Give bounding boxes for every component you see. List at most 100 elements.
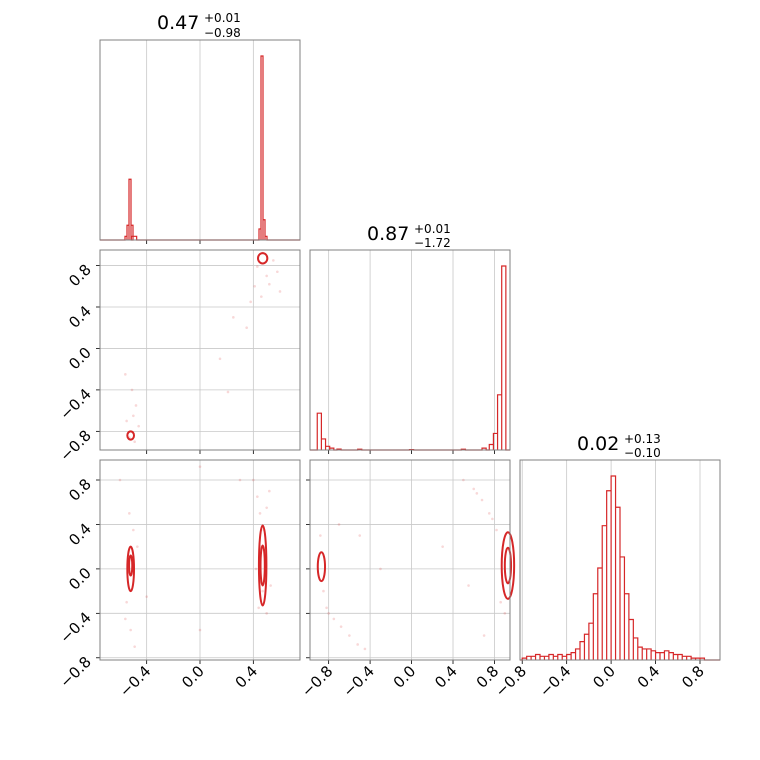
scatter-panel-p1-p2: −0.8 −0.4 0.0 0.4 0.8 bbox=[298, 459, 516, 701]
scatter-point bbox=[136, 545, 139, 548]
contour-level bbox=[257, 524, 268, 607]
scatter-point bbox=[475, 492, 479, 495]
scatter-point bbox=[133, 645, 136, 648]
x-tick-label: 0.4 bbox=[431, 662, 461, 692]
scatter-point bbox=[130, 388, 134, 392]
scatter-panel-p0-p1: −0.8−0.4 0.0 0.4 0.8 bbox=[56, 249, 301, 465]
scatter-point bbox=[124, 617, 127, 621]
contour-level bbox=[259, 544, 266, 587]
scatter-point bbox=[249, 300, 252, 304]
scatter-point bbox=[245, 326, 248, 330]
y-tick-label: 0.8 bbox=[65, 475, 95, 505]
title-p0-median: 0.47 bbox=[157, 12, 199, 34]
scatter-point bbox=[265, 612, 268, 615]
x-tick-label: 0.0 bbox=[589, 662, 619, 692]
scatter-point bbox=[125, 600, 128, 604]
scatter-point bbox=[503, 612, 507, 615]
scatter-point bbox=[332, 617, 336, 621]
scatter-point bbox=[260, 295, 263, 298]
scatter-point bbox=[134, 404, 138, 407]
panel-frame bbox=[309, 249, 511, 451]
scatter-point bbox=[276, 270, 279, 274]
scatter-point bbox=[128, 512, 131, 515]
scatter-point bbox=[467, 584, 470, 587]
contour-level bbox=[316, 551, 327, 583]
scatter-panel-p0-p2: −0.4 0.0 0.4 −0.8 −0.4 0.0 0.4 0.8 bbox=[56, 459, 301, 701]
contour-level bbox=[500, 531, 516, 600]
scatter-point bbox=[358, 534, 362, 537]
x-tick-label: 0.0 bbox=[178, 662, 208, 692]
scatter-point bbox=[257, 606, 260, 610]
scatter-point bbox=[339, 625, 343, 628]
scatter-point bbox=[253, 284, 256, 288]
scatter-point bbox=[256, 495, 259, 498]
scatter-point bbox=[265, 274, 268, 278]
scatter-point bbox=[268, 489, 271, 493]
y-tick-label: 0.0 bbox=[65, 344, 95, 374]
title-p0-plus: +0.01 bbox=[204, 11, 241, 25]
scatter-point bbox=[499, 600, 502, 604]
scatter-point bbox=[472, 487, 476, 491]
panel-frame bbox=[99, 249, 301, 451]
scatter-point bbox=[145, 595, 148, 598]
scatter-point bbox=[491, 517, 494, 521]
histogram-p1 bbox=[310, 265, 510, 451]
scatter-point bbox=[363, 647, 367, 651]
scatter-point bbox=[265, 506, 268, 510]
histogram-panel-p0 bbox=[99, 39, 301, 244]
scatter-point bbox=[252, 478, 255, 482]
scatter-point bbox=[322, 589, 325, 593]
scatter-point bbox=[325, 606, 328, 610]
y-tick-label: −0.8 bbox=[56, 426, 94, 464]
scatter-point bbox=[129, 628, 132, 632]
x-tick-label: −0.8 bbox=[298, 662, 336, 700]
x-tick-label: −0.4 bbox=[339, 662, 377, 700]
contour-level bbox=[126, 430, 136, 441]
scatter-point bbox=[261, 589, 264, 593]
contour-level bbox=[128, 554, 134, 577]
y-tick-label: 0.8 bbox=[65, 261, 95, 291]
scatter-point bbox=[348, 634, 351, 637]
panel-frame bbox=[519, 459, 721, 661]
histogram-panel-p1 bbox=[309, 249, 511, 454]
panel-frame bbox=[99, 459, 301, 661]
scatter-point bbox=[327, 612, 330, 615]
y-tick-label: 0.0 bbox=[65, 564, 95, 594]
scatter-point bbox=[272, 259, 275, 262]
scatter-point bbox=[238, 478, 242, 482]
scatter-point bbox=[480, 498, 484, 502]
scatter-point bbox=[125, 419, 128, 423]
histogram-panel-p2: −0.8 −0.4 0.0 0.4 0.8 bbox=[492, 459, 721, 701]
scatter-point bbox=[462, 478, 465, 482]
scatter-point bbox=[124, 373, 127, 376]
x-tick-label: 0.8 bbox=[678, 662, 708, 692]
scatter-point bbox=[198, 628, 202, 632]
histogram-p0 bbox=[100, 55, 300, 241]
scatter-point bbox=[254, 567, 258, 571]
y-tick-label: 0.4 bbox=[65, 302, 95, 332]
scatter-point bbox=[256, 265, 259, 268]
contour-level bbox=[503, 546, 513, 585]
contour-level bbox=[257, 252, 269, 265]
scatter-point bbox=[337, 523, 341, 526]
x-tick-label: −0.4 bbox=[536, 662, 574, 700]
scatter-point bbox=[132, 528, 135, 532]
title-p2-median: 0.02 bbox=[577, 433, 619, 455]
scatter-point bbox=[441, 545, 444, 548]
title-p2: 0.02 +0.13 −0.10 bbox=[577, 432, 661, 460]
scatter-point bbox=[232, 316, 235, 319]
scatter-point bbox=[269, 584, 272, 587]
x-tick-label: 0.0 bbox=[390, 662, 420, 692]
scatter-point bbox=[487, 512, 491, 515]
x-tick-label: −0.4 bbox=[116, 662, 154, 700]
scatter-point bbox=[137, 424, 140, 428]
scatter-point bbox=[198, 465, 202, 468]
title-p2-plus: +0.13 bbox=[624, 432, 661, 446]
title-p1-median: 0.87 bbox=[367, 223, 409, 245]
title-p2-minus: −0.10 bbox=[624, 446, 661, 460]
scatter-point bbox=[133, 440, 136, 444]
x-tick-label: −0.8 bbox=[492, 662, 530, 700]
title-p0-minus: −0.98 bbox=[204, 26, 241, 40]
scatter-point bbox=[226, 390, 230, 394]
